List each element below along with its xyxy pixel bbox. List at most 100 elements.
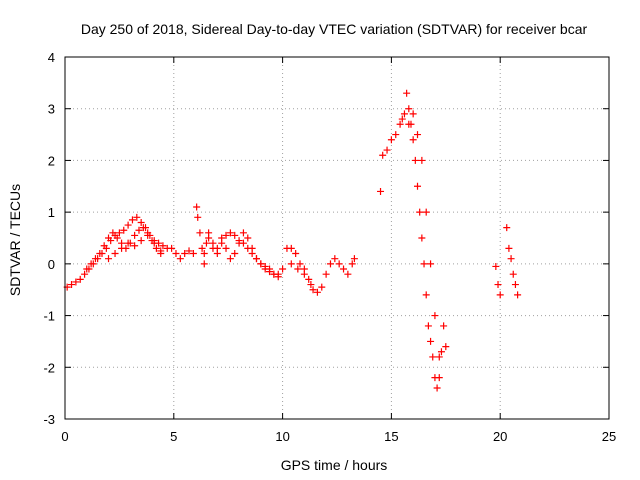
data-point — [403, 89, 411, 97]
data-point — [435, 374, 443, 382]
data-point — [300, 270, 308, 278]
data-point — [96, 250, 104, 258]
data-point — [198, 244, 206, 252]
data-point — [418, 234, 426, 242]
x-tick-label: 25 — [602, 429, 616, 444]
data-point — [218, 234, 226, 242]
data-point — [429, 353, 437, 361]
data-point — [91, 255, 99, 263]
data-point — [414, 131, 422, 139]
data-point — [113, 234, 121, 242]
data-point — [507, 255, 515, 263]
data-point — [109, 229, 117, 237]
y-ticks: -3 -2 -1 0 1 2 3 4 — [43, 50, 609, 427]
x-ticks: 0 5 10 15 20 25 — [61, 57, 616, 444]
data-point — [209, 244, 217, 252]
y-tick-label: -2 — [43, 360, 55, 375]
data-point — [387, 136, 395, 144]
data-point — [235, 239, 243, 247]
data-point — [120, 226, 128, 234]
data-point — [420, 260, 428, 268]
data-point — [292, 250, 300, 258]
data-point — [83, 265, 91, 273]
data-point — [152, 244, 160, 252]
data-point — [222, 244, 230, 252]
data-point — [200, 260, 208, 268]
data-point — [181, 250, 189, 258]
data-point — [231, 231, 239, 239]
data-point — [137, 237, 145, 245]
x-tick-label: 20 — [493, 429, 507, 444]
data-point — [305, 275, 313, 283]
y-tick-label: 1 — [48, 205, 55, 220]
data-point — [440, 322, 448, 330]
data-point — [350, 255, 358, 263]
data-point — [118, 244, 126, 252]
data-point — [318, 283, 326, 291]
data-point — [68, 281, 76, 289]
data-point — [194, 213, 202, 221]
data-point — [111, 250, 119, 258]
data-point — [296, 260, 304, 268]
data-point — [270, 270, 278, 278]
data-point — [398, 115, 406, 123]
data-point — [405, 120, 413, 128]
data-point — [442, 343, 450, 351]
data-point — [409, 110, 417, 118]
data-point — [326, 260, 334, 268]
data-point — [411, 156, 419, 164]
data-point — [131, 242, 139, 250]
data-point — [418, 156, 426, 164]
data-point — [193, 203, 201, 211]
data-point — [383, 146, 391, 154]
data-point — [431, 312, 439, 320]
data-point — [414, 182, 422, 190]
data-point — [144, 231, 152, 239]
grid — [65, 57, 609, 419]
data-point — [248, 244, 256, 252]
data-point — [205, 229, 213, 237]
data-point — [509, 270, 517, 278]
data-point — [309, 286, 317, 294]
data-point — [405, 105, 413, 113]
data-point — [340, 265, 348, 273]
data-point — [294, 265, 302, 273]
chart-title: Day 250 of 2018, Sidereal Day-to-day VTE… — [81, 21, 588, 37]
y-tick-label: 4 — [48, 50, 55, 65]
data-point — [131, 231, 139, 239]
data-point — [124, 221, 132, 229]
x-tick-label: 5 — [170, 429, 177, 444]
data-point — [137, 218, 145, 226]
data-point — [274, 273, 282, 281]
data-point — [72, 278, 80, 286]
data-point — [433, 384, 441, 392]
data-point — [494, 281, 502, 289]
data-point — [322, 270, 330, 278]
x-tick-label: 10 — [275, 429, 289, 444]
data-point — [81, 270, 89, 278]
data-point — [200, 250, 208, 258]
data-point — [105, 234, 113, 242]
data-point — [128, 216, 136, 224]
y-tick-label: -1 — [43, 309, 55, 324]
data-point — [416, 208, 424, 216]
data-point — [226, 255, 234, 263]
y-axis-label: SDTVAR / TECUs — [7, 184, 23, 296]
data-point — [76, 275, 84, 283]
data-point — [261, 262, 269, 270]
data-point — [176, 255, 184, 263]
data-point — [222, 231, 230, 239]
data-point — [226, 229, 234, 237]
data-point — [202, 239, 210, 247]
data-point — [115, 229, 123, 237]
data-point — [244, 234, 252, 242]
data-point — [400, 110, 408, 118]
data-point — [335, 260, 343, 268]
data-point — [514, 291, 522, 299]
data-point — [392, 131, 400, 139]
data-point — [87, 260, 95, 268]
data-point — [437, 348, 445, 356]
data-point — [377, 187, 385, 195]
data-point — [213, 250, 221, 258]
data-point — [257, 260, 265, 268]
